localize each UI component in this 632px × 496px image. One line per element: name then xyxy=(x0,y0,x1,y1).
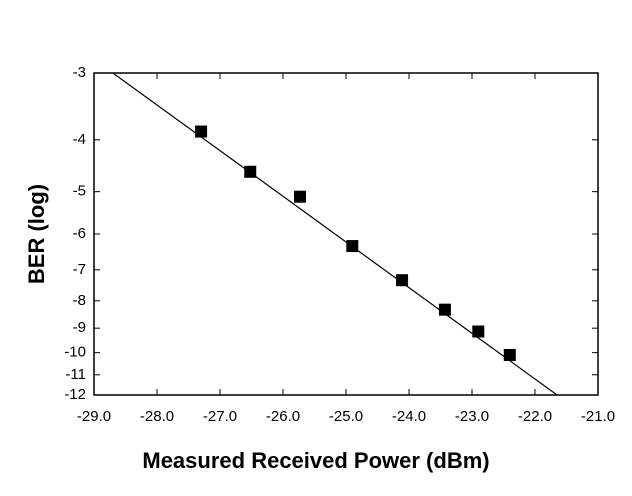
data-point xyxy=(346,240,359,253)
data-point xyxy=(438,303,451,316)
y-tick-label: -8 xyxy=(73,292,86,309)
x-tick-label: -29.0 xyxy=(77,408,111,425)
y-tick-label: -3 xyxy=(73,64,86,81)
y-tick-label: -10 xyxy=(64,344,86,361)
x-tick-label: -27.0 xyxy=(203,408,237,425)
x-tick-label: -28.0 xyxy=(140,408,174,425)
data-point xyxy=(244,165,257,178)
y-axis-title: BER (log) xyxy=(24,184,49,284)
y-tick-label: -9 xyxy=(73,319,86,336)
data-point xyxy=(503,348,516,361)
plot-frame xyxy=(93,72,599,396)
x-tick-label: -23.0 xyxy=(455,408,489,425)
y-tick-label: -12 xyxy=(64,386,86,403)
x-axis-title: Measured Received Power (dBm) xyxy=(142,448,489,473)
y-tick-label: -4 xyxy=(73,131,86,148)
y-tick-label: -6 xyxy=(73,225,86,242)
x-tick-label: -21.0 xyxy=(581,408,615,425)
x-tick-label: -24.0 xyxy=(392,408,426,425)
y-tick-label: -11 xyxy=(65,366,86,383)
x-tick-label: -26.0 xyxy=(266,408,300,425)
x-tick-label: -22.0 xyxy=(518,408,552,425)
y-tick-label: -7 xyxy=(73,261,86,278)
data-point xyxy=(294,190,307,203)
data-point xyxy=(396,274,409,287)
data-point xyxy=(195,125,208,138)
y-tick-label: -5 xyxy=(73,183,86,200)
data-point xyxy=(472,325,485,338)
x-tick-label: -25.0 xyxy=(329,408,363,425)
fit-line xyxy=(112,72,558,396)
